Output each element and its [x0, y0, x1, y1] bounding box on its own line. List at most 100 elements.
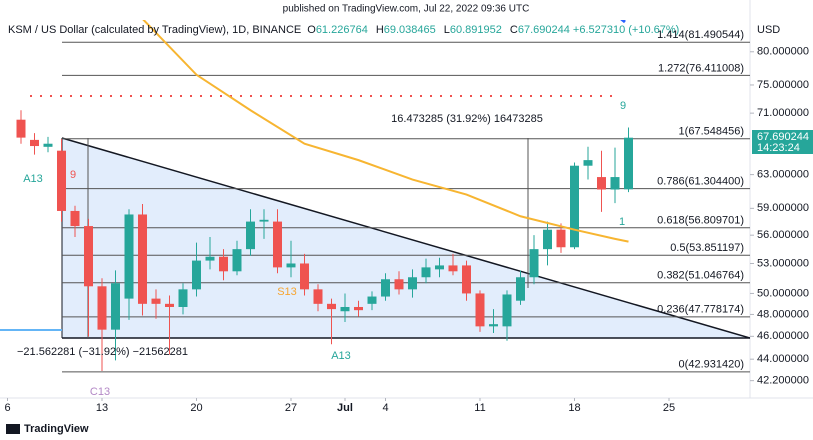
annotation: 9	[620, 100, 626, 112]
triangle-edge	[61, 137, 750, 339]
ohlc-value: 69.038465	[384, 24, 436, 36]
x-tick-label: 11	[474, 402, 485, 414]
candle-body	[219, 256, 228, 272]
moving-average	[142, 20, 629, 243]
symbol: KSM / US Dollar (calculated by TradingVi…	[8, 24, 301, 36]
y-tick-label: 42.200000	[757, 375, 809, 387]
candle-body	[529, 249, 539, 278]
candle-body	[232, 249, 242, 272]
fib-label: 1(67.548456)	[679, 126, 744, 138]
annotation: 16.473285 (31.92%) 16473285	[391, 113, 543, 125]
candle-body	[556, 229, 566, 248]
candle-body	[84, 226, 93, 287]
annotation: A13	[23, 173, 43, 185]
candle-body	[313, 289, 323, 304]
candle-body	[30, 139, 39, 147]
blue-stroke	[620, 20, 626, 24]
ohlc-value: 60.891952	[450, 24, 502, 36]
candle-body	[286, 263, 296, 268]
candle-body	[394, 279, 404, 290]
fib-label: 0.382(51.046764)	[657, 270, 744, 282]
ohlc-value: 61.226764	[316, 24, 368, 36]
candle-body	[502, 294, 512, 327]
candle-body	[57, 150, 66, 211]
x-tick-label: 6	[4, 402, 10, 414]
candle-body	[408, 277, 417, 290]
logo-icon	[6, 424, 20, 434]
candle-body	[246, 221, 255, 250]
candle-body	[583, 160, 593, 166]
annotation: C13	[90, 386, 110, 398]
candle-body	[381, 279, 390, 297]
candle-body	[610, 177, 620, 190]
candle-body	[421, 267, 431, 278]
candle-body	[327, 303, 336, 310]
candle-body	[273, 221, 282, 268]
candle-body	[354, 306, 363, 311]
y-tick-label: 63.000000	[757, 169, 809, 181]
candle-body	[205, 256, 215, 261]
candle-body	[16, 119, 26, 138]
y-tick-label: 50.000000	[757, 287, 809, 299]
x-tick-label: 27	[285, 402, 297, 414]
ohlc-key: O	[307, 24, 316, 36]
y-tick-label: 56.000000	[757, 229, 809, 241]
ohlc-key: C	[510, 24, 518, 36]
ohlc-value: 67.690244	[518, 24, 570, 36]
candle-body	[435, 265, 444, 270]
candle-body	[570, 165, 579, 248]
ohlc-key: L	[444, 24, 450, 36]
change: +6.527310 (+10.67%)	[573, 24, 679, 36]
annotation: A13	[331, 350, 351, 362]
y-tick-label: 59.000000	[757, 202, 809, 214]
candle-body	[151, 298, 161, 304]
currency: USD	[757, 24, 780, 36]
candle-body	[462, 265, 471, 294]
y-tick-label: 53.000000	[757, 257, 809, 269]
ohlc: O61.226764 H69.038465 L60.891952 C67.690244	[307, 24, 570, 36]
x-tick-label: 18	[568, 402, 580, 414]
candle-body	[340, 306, 350, 312]
x-tick-label: 25	[663, 402, 675, 414]
candle-body	[97, 286, 107, 330]
candle-body	[43, 143, 53, 147]
candle-body	[448, 265, 458, 272]
published: published on TradingView.com, Jul 22, 20…	[283, 4, 530, 15]
fib-label: 0.236(47.778174)	[657, 304, 744, 316]
candle-body	[597, 177, 606, 190]
annotation: −21.562281 (−31.92%) −21562281	[17, 346, 188, 358]
x-tick-label: 13	[96, 402, 108, 414]
y-tick-label: 71.000000	[757, 107, 809, 119]
fib-label: 0(42.931420)	[679, 359, 744, 371]
fib-label: 1.414(81.490544)	[657, 29, 744, 41]
symbol-line: KSM / US Dollar (calculated by TradingVi…	[8, 24, 679, 36]
candle-body	[124, 214, 134, 299]
countdown: 14:23:24	[757, 142, 800, 154]
y-tick-label: 44.000000	[757, 353, 809, 365]
y-tick-label: 46.000000	[757, 330, 809, 342]
candle-body	[178, 289, 188, 307]
candle-body	[543, 229, 552, 250]
fib-label: 0.786(61.304400)	[657, 176, 744, 188]
candle-body	[192, 260, 201, 290]
ohlc-key: H	[376, 24, 384, 36]
annotation: 9	[70, 169, 76, 181]
logo: TradingView	[24, 423, 89, 435]
y-tick-label: 80.000000	[757, 46, 809, 58]
candle-body	[300, 263, 309, 290]
fib-label: 1.272(76.411008)	[658, 62, 744, 74]
x-tick-label: 4	[382, 402, 388, 414]
price-box	[752, 130, 813, 154]
candle-body	[475, 293, 485, 327]
fib-label: 0.618(56.809701)	[657, 215, 744, 227]
y-tick-label: 75.000000	[757, 79, 809, 91]
annotation: S13	[277, 286, 297, 298]
candle-body	[165, 303, 174, 307]
plot	[0, 20, 750, 373]
candle-body	[259, 219, 269, 222]
candle-body	[138, 214, 147, 304]
fib-label: 0.5(53.851197)	[670, 242, 744, 254]
candle-body	[516, 277, 525, 301]
candle-body	[367, 296, 377, 304]
